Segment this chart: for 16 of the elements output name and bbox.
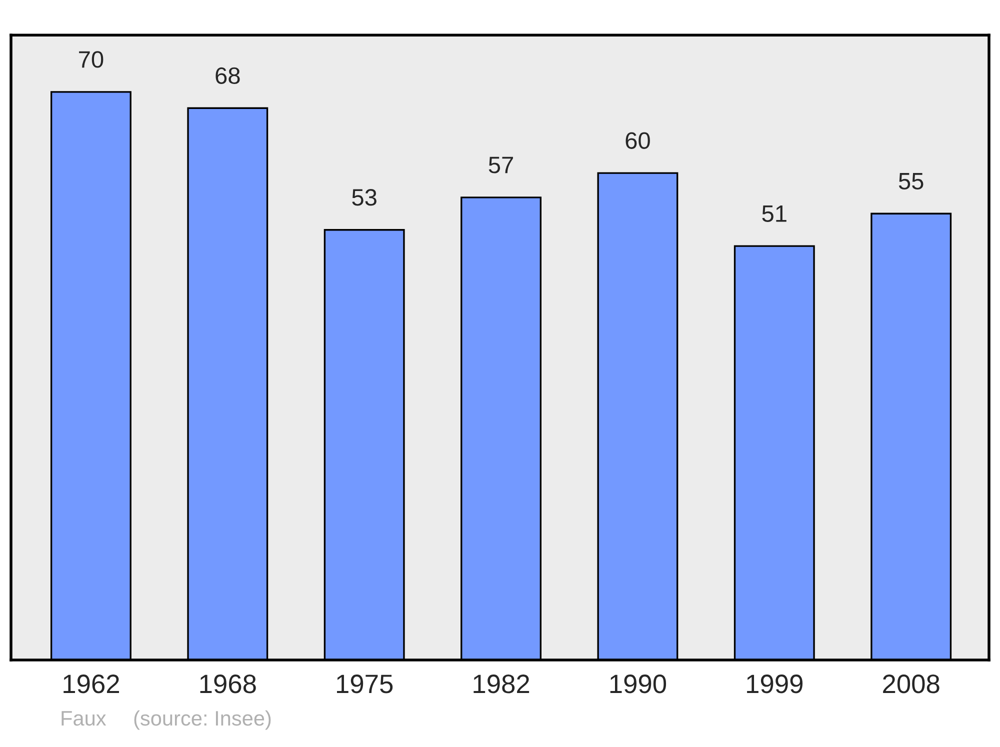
x-tick-label: 2008 bbox=[883, 674, 940, 694]
data-label: 57 bbox=[488, 156, 513, 174]
x-tick-label: 1975 bbox=[337, 674, 393, 694]
data-label: 70 bbox=[79, 51, 104, 68]
data-label: 60 bbox=[626, 132, 650, 149]
x-tick-label: 1962 bbox=[64, 674, 119, 694]
data-label: 51 bbox=[762, 206, 786, 222]
x-tick-label: 1999 bbox=[747, 674, 803, 694]
data-label: 55 bbox=[898, 173, 924, 190]
text: (source: Insee) bbox=[134, 710, 271, 730]
text: Faux bbox=[62, 711, 106, 726]
x-tick-label: 1968 bbox=[200, 674, 256, 694]
x-tick-label: 1990 bbox=[610, 674, 666, 694]
x-tick-label: 1982 bbox=[474, 674, 530, 694]
data-label: 53 bbox=[352, 189, 376, 206]
data-label: 68 bbox=[216, 67, 240, 84]
